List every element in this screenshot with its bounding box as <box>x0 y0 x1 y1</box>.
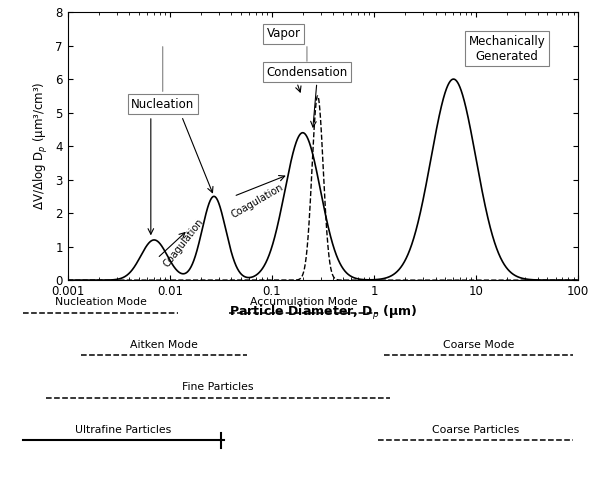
Text: Fine Particles: Fine Particles <box>182 382 254 392</box>
Text: Vapor: Vapor <box>267 28 301 41</box>
Text: Coagulation: Coagulation <box>161 217 205 270</box>
X-axis label: Particle Diameter, D$_p$ (μm): Particle Diameter, D$_p$ (μm) <box>229 303 417 322</box>
Text: Coarse Mode: Coarse Mode <box>442 340 514 350</box>
Text: Condensation: Condensation <box>266 66 348 79</box>
Text: Nucleation: Nucleation <box>131 98 194 111</box>
Text: Ultrafine Particles: Ultrafine Particles <box>76 425 172 435</box>
Text: Accumulation Mode: Accumulation Mode <box>250 297 358 307</box>
Text: Mechanically
Generated: Mechanically Generated <box>468 35 545 63</box>
Text: Nucleation Mode: Nucleation Mode <box>55 297 147 307</box>
Y-axis label: ΔV/Δlog D$_p$ (μm³/cm³): ΔV/Δlog D$_p$ (μm³/cm³) <box>32 82 50 211</box>
Text: Aitken Mode: Aitken Mode <box>130 340 198 350</box>
Text: Coagulation: Coagulation <box>229 183 285 220</box>
Text: Coarse Particles: Coarse Particles <box>432 425 519 435</box>
